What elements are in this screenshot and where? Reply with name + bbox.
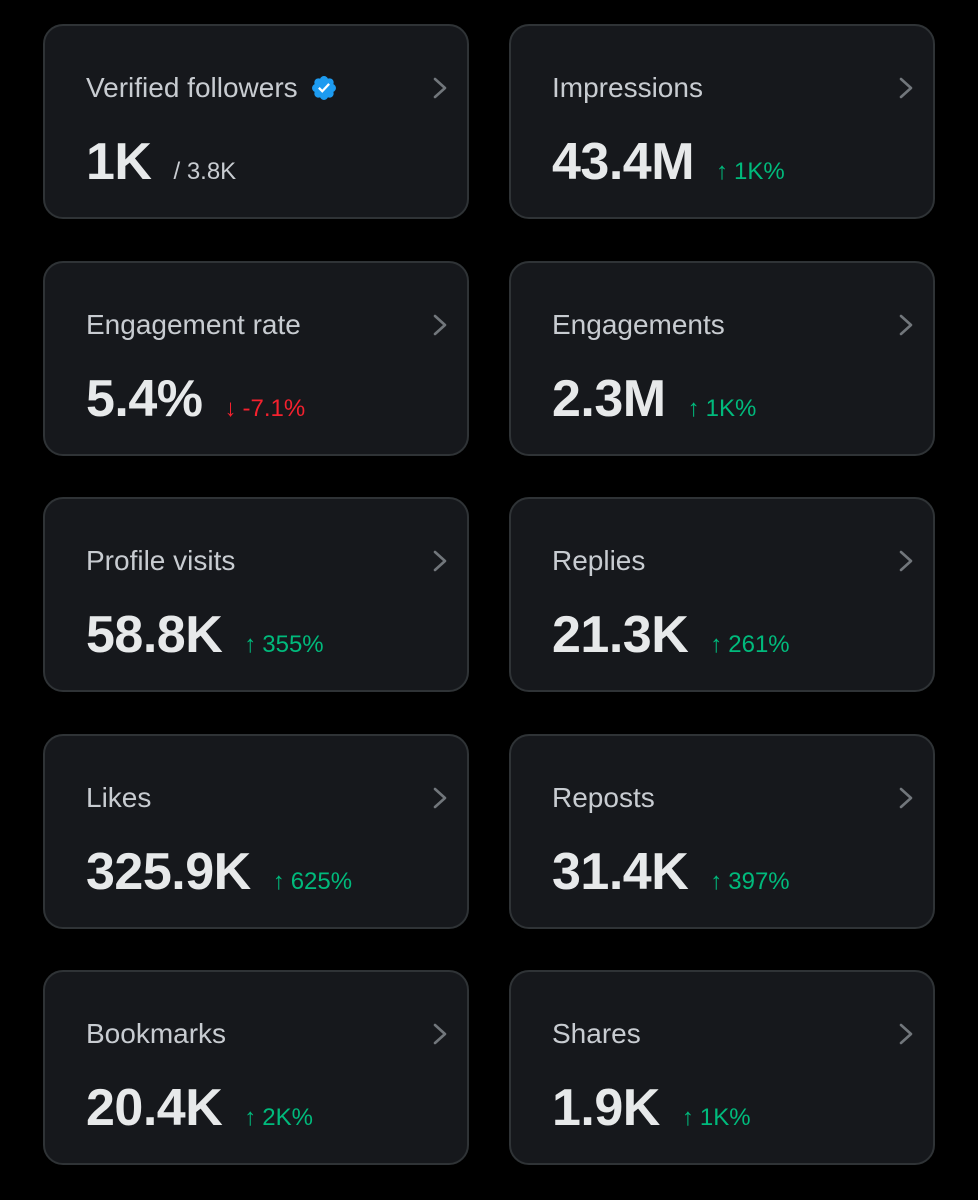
engagements-card[interactable]: Engagements 2.3M ↑ 1K%: [509, 261, 935, 456]
card-value: 58.8K: [86, 606, 223, 664]
verified-followers-card[interactable]: Verified followers 1K / 3.8K: [43, 24, 469, 219]
card-total: / 3.8K: [173, 158, 237, 185]
arrow-up-icon: ↑: [272, 868, 285, 895]
card-title: Reposts: [552, 782, 655, 813]
chevron-right-icon: [433, 314, 447, 336]
arrow-up-icon: ↑: [687, 395, 700, 422]
card-title-row: Verified followers: [86, 70, 338, 106]
verified-badge-icon: [311, 76, 336, 100]
change-value: 625%: [290, 868, 353, 895]
change-indicator: ↑ 1K%: [688, 395, 757, 423]
chevron-right-icon: [899, 314, 913, 336]
card-value: 1.9K: [552, 1079, 660, 1137]
card-value: 2.3M: [552, 370, 666, 428]
impressions-card[interactable]: Impressions 43.4M ↑ 1K%: [509, 24, 935, 219]
value-row: 1K / 3.8K: [86, 132, 236, 192]
card-value: 20.4K: [86, 1079, 223, 1137]
card-value: 325.9K: [86, 843, 251, 901]
change-indicator: ↑ 261%: [710, 631, 789, 659]
card-value: 43.4M: [552, 133, 695, 191]
reposts-card[interactable]: Reposts 31.4K ↑ 397%: [509, 734, 935, 929]
value-row: 1.9K ↑ 1K%: [552, 1078, 751, 1138]
change-value: 1K%: [734, 158, 785, 185]
value-row: 5.4% ↓ -7.1%: [86, 369, 305, 429]
card-value: 5.4%: [86, 370, 203, 428]
value-row: 31.4K ↑ 397%: [552, 842, 790, 902]
arrow-down-icon: ↓: [224, 395, 237, 422]
bookmarks-card[interactable]: Bookmarks 20.4K ↑ 2K%: [43, 970, 469, 1165]
change-value: -7.1%: [242, 395, 306, 422]
chevron-right-icon: [899, 77, 913, 99]
profile-visits-card[interactable]: Profile visits 58.8K ↑ 355%: [43, 497, 469, 692]
card-value: 1K: [86, 133, 152, 191]
engagement-rate-card[interactable]: Engagement rate 5.4% ↓ -7.1%: [43, 261, 469, 456]
chevron-right-icon: [433, 1023, 447, 1045]
arrow-up-icon: ↑: [710, 868, 723, 895]
card-title: Profile visits: [86, 545, 236, 576]
card-title: Likes: [86, 782, 152, 813]
change-value: 1K%: [705, 395, 757, 422]
arrow-up-icon: ↑: [244, 631, 257, 658]
arrow-up-icon: ↑: [716, 158, 729, 185]
arrow-up-icon: ↑: [681, 1104, 694, 1131]
value-row: 21.3K ↑ 261%: [552, 605, 790, 665]
card-value: 21.3K: [552, 606, 689, 664]
card-title: Replies: [552, 545, 646, 576]
change-value: 261%: [728, 631, 790, 658]
change-value: 1K%: [699, 1104, 751, 1131]
chevron-right-icon: [433, 787, 447, 809]
chevron-right-icon: [899, 1023, 913, 1045]
card-title: Bookmarks: [86, 1018, 227, 1049]
change-indicator: ↑ 355%: [244, 631, 323, 659]
value-row: 325.9K ↑ 625%: [86, 842, 352, 902]
chevron-right-icon: [433, 550, 447, 572]
change-value: 355%: [262, 631, 324, 658]
value-row: 20.4K ↑ 2K%: [86, 1078, 313, 1138]
change-indicator: ↑ 625%: [273, 868, 352, 896]
likes-card[interactable]: Likes 325.9K ↑ 625%: [43, 734, 469, 929]
card-title: Shares: [552, 1018, 641, 1049]
change-value: 397%: [728, 868, 790, 895]
chevron-right-icon: [899, 787, 913, 809]
change-indicator: ↓ -7.1%: [225, 395, 306, 423]
card-value: 31.4K: [552, 843, 689, 901]
card-title: Engagement rate: [86, 309, 301, 340]
change-indicator: ↑ 397%: [710, 868, 789, 896]
card-title: Impressions: [552, 72, 703, 103]
change-value: 2K%: [262, 1104, 313, 1131]
change-indicator: ↑ 2K%: [244, 1104, 313, 1132]
card-title: Engagements: [552, 309, 725, 340]
arrow-up-icon: ↑: [710, 631, 723, 658]
value-row: 43.4M ↑ 1K%: [552, 132, 785, 192]
shares-card[interactable]: Shares 1.9K ↑ 1K%: [509, 970, 935, 1165]
replies-card[interactable]: Replies 21.3K ↑ 261%: [509, 497, 935, 692]
change-indicator: ↑ 1K%: [716, 158, 785, 186]
arrow-up-icon: ↑: [244, 1104, 257, 1131]
change-indicator: ↑ 1K%: [682, 1104, 751, 1132]
chevron-right-icon: [899, 550, 913, 572]
card-title: Verified followers: [86, 72, 298, 103]
chevron-right-icon: [433, 77, 447, 99]
value-row: 58.8K ↑ 355%: [86, 605, 324, 665]
value-row: 2.3M ↑ 1K%: [552, 369, 756, 429]
